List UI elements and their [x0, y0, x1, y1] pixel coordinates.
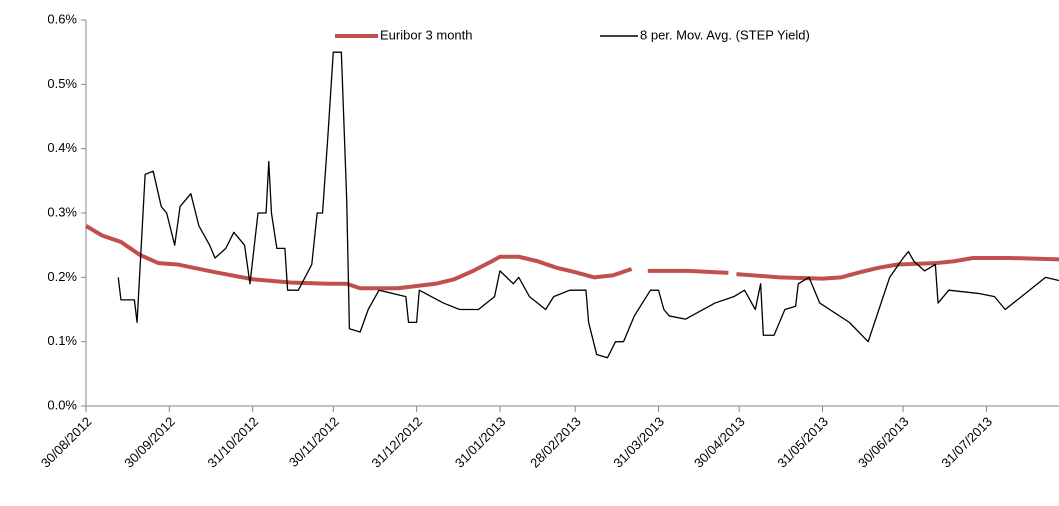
step-line [117, 51, 1059, 359]
x-tick-label: 31/05/2013 [774, 414, 831, 471]
y-tick-label: 0.5% [47, 76, 77, 91]
legend-label: Euribor 3 month [380, 27, 473, 42]
x-tick-label: 31/10/2012 [205, 414, 262, 471]
y-tick-label: 0.2% [47, 269, 77, 284]
legend: Euribor 3 month 8 per. Mov. Avg. (STEP Yi… [335, 27, 810, 42]
x-tick-label: 30/04/2013 [691, 414, 748, 471]
x-tick-label: 30/06/2013 [855, 414, 912, 471]
x-tick-label: 31/12/2012 [369, 414, 426, 471]
y-tick-label: 0.3% [47, 204, 77, 219]
y-tick-label: 0.4% [47, 140, 77, 155]
x-tick-label: 30/08/2012 [38, 414, 95, 471]
y-tick-label: 0.6% [47, 11, 77, 26]
euribor-line [647, 268, 729, 275]
y-tick-label: 0.0% [47, 397, 77, 412]
x-tick-label: 31/01/2013 [452, 414, 509, 471]
euribor-line [736, 256, 1059, 281]
x-tick-label: 30/11/2012 [286, 414, 342, 470]
y-tick-label: 0.1% [47, 333, 77, 348]
x-tick-label: 28/02/2013 [527, 414, 584, 471]
legend-label: 8 per. Mov. Avg. (STEP Yield) [640, 27, 810, 42]
euribor-line [84, 224, 633, 291]
x-tick-label: 31/03/2013 [610, 414, 667, 471]
x-tick-label: 30/09/2012 [121, 414, 178, 471]
x-tick-label: 31/07/2013 [938, 414, 995, 471]
